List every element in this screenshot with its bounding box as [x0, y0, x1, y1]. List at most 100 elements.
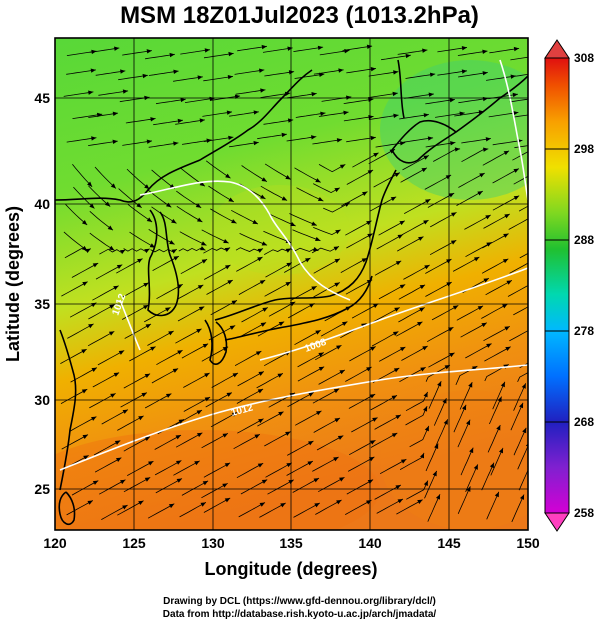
streamline	[154, 434, 182, 450]
streamline-arrowhead	[91, 49, 97, 55]
colorbar-tick-labels: 308 298 288 278 268 258	[574, 51, 594, 520]
streamline-arrowhead	[370, 67, 376, 72]
streamline-arrowhead	[437, 381, 442, 387]
map-plot-area: 1012 1008 1012 120 125 130 135 140 145 1…	[3, 37, 544, 579]
streamline-arrowhead	[425, 199, 431, 204]
x-tick-label: 125	[122, 535, 146, 551]
streamline	[399, 114, 429, 120]
streamline-arrowhead	[286, 262, 292, 267]
streamline-arrowhead	[435, 494, 440, 500]
streamline-arrowhead	[201, 259, 208, 264]
streamline-arrowhead	[391, 395, 398, 400]
streamline	[236, 256, 263, 272]
streamline	[465, 343, 492, 359]
streamline-arrowhead	[311, 221, 317, 226]
streamline-arrowhead	[202, 343, 209, 349]
streamline	[173, 76, 203, 82]
streamline-arrowhead	[88, 323, 94, 329]
streamline-arrowhead	[260, 194, 266, 199]
streamline-arrowhead	[483, 278, 489, 283]
streamline-arrowhead	[257, 463, 264, 468]
streamline-arrowhead	[286, 462, 292, 468]
coastline-honshu-south	[224, 275, 373, 341]
streamline-arrowhead	[494, 491, 499, 498]
streamline	[351, 417, 378, 433]
y-axis-label: Latitude (degrees)	[3, 206, 23, 362]
streamline-arrowhead	[313, 478, 320, 483]
streamline-arrowhead	[450, 240, 457, 245]
streamline	[509, 330, 528, 342]
streamline-arrowhead	[142, 73, 148, 79]
streamline	[346, 479, 374, 495]
streamline	[63, 231, 88, 251]
streamline-arrowhead	[539, 142, 544, 146]
streamline	[150, 248, 178, 253]
streamline-arrowhead	[503, 150, 510, 156]
streamline-arrowhead	[257, 256, 263, 262]
streamline-arrowhead	[399, 141, 406, 146]
streamline	[402, 155, 429, 171]
streamline	[179, 231, 207, 246]
streamline	[457, 419, 471, 448]
streamline	[293, 46, 324, 52]
streamline	[151, 206, 177, 224]
streamline-arrowhead	[339, 477, 345, 482]
streamline	[60, 388, 88, 404]
streamline-arrowhead	[196, 328, 202, 334]
streamline-arrowhead	[372, 417, 378, 422]
streamline-arrowhead	[461, 46, 468, 51]
streamline	[374, 414, 402, 430]
streamline-arrowhead	[168, 331, 174, 336]
streamline-arrowhead	[449, 98, 455, 103]
streamline-arrowhead	[417, 321, 423, 327]
streamline-arrowhead	[285, 281, 291, 287]
streamline-arrowhead	[231, 300, 238, 305]
streamline-arrowhead	[534, 146, 539, 150]
streamline-arrowhead	[232, 373, 238, 378]
streamline-arrowhead	[530, 326, 535, 330]
streamline-arrowhead	[118, 350, 125, 355]
streamline	[482, 233, 509, 249]
streamline-arrowhead	[315, 330, 321, 335]
streamline-arrowhead	[448, 193, 455, 198]
streamline-arrowhead	[462, 404, 467, 411]
streamline-arrowhead	[204, 48, 210, 53]
streamline-arrowhead	[227, 280, 233, 285]
streamline-arrowhead	[197, 284, 204, 290]
streamline	[409, 425, 430, 448]
streamline-arrowhead	[254, 434, 260, 439]
streamline-arrowhead	[285, 431, 291, 436]
streamline-arrowhead	[473, 256, 480, 262]
streamline-arrowhead	[138, 500, 144, 506]
streamline-arrowhead	[138, 415, 144, 421]
streamline	[151, 169, 176, 190]
lat-lon-grid	[55, 38, 528, 530]
streamline	[176, 284, 204, 300]
streamline	[518, 205, 528, 212]
streamline-arrowhead	[394, 307, 400, 312]
streamline	[93, 440, 121, 456]
streamline	[513, 427, 527, 456]
streamline-arrowhead	[277, 373, 283, 378]
streamline-arrowhead	[171, 218, 177, 224]
streamline-arrowhead	[281, 132, 287, 138]
streamline	[346, 233, 373, 249]
streamline-arrowhead	[92, 480, 99, 485]
streamline-arrowhead	[536, 365, 541, 369]
streamline-arrowhead	[228, 197, 234, 202]
streamline-arrowhead	[107, 225, 114, 231]
streamline-arrowhead	[144, 477, 151, 482]
streamline	[427, 494, 441, 522]
streamline-arrowhead	[199, 181, 205, 187]
streamline-arrowhead	[512, 92, 518, 98]
streamline-arrowhead	[150, 117, 156, 122]
streamline-arrowhead	[390, 196, 397, 202]
streamline-arrowhead	[122, 89, 129, 94]
streamline-arrowhead	[259, 502, 266, 507]
streamline	[179, 502, 207, 518]
streamline	[424, 470, 438, 499]
streamline-arrowhead	[534, 96, 539, 100]
streamline-arrowhead	[529, 282, 534, 286]
streamline-arrowhead	[109, 304, 115, 309]
streamline	[313, 183, 340, 194]
